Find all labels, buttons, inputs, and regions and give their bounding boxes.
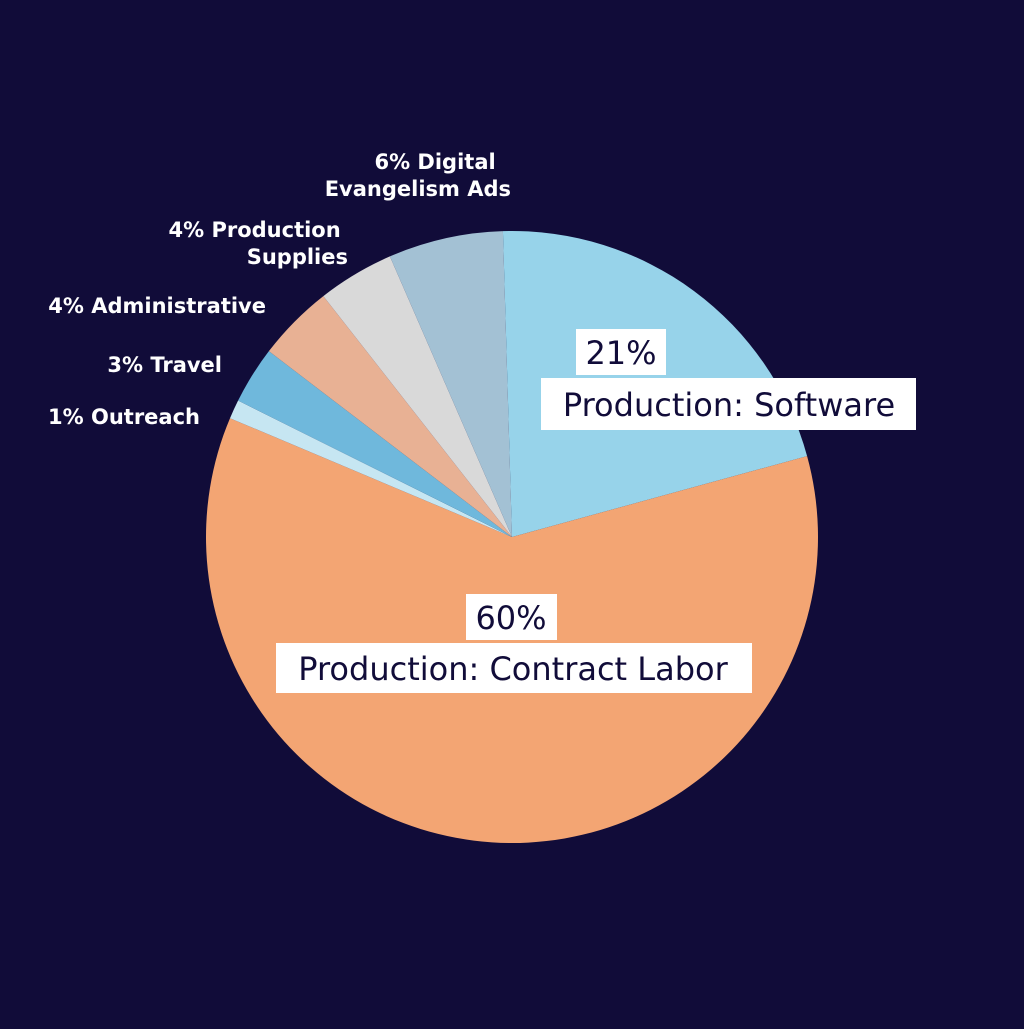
slice-label-digital-evangelism-ads: 6% Digital Evangelism Ads — [325, 150, 511, 201]
pie-slice-administrative — [268, 296, 512, 537]
pie-slice-outreach — [230, 400, 512, 537]
slice-label-contract-labor-percent-box — [466, 594, 557, 640]
pie-slices — [205, 230, 818, 844]
slice-label-contract-labor: 60% Production: Contract Labor — [276, 594, 752, 693]
slice-label-outreach-line: 1% Outreach — [48, 405, 200, 429]
slice-label-production-supplies-line-1: 4% Production — [169, 218, 341, 242]
slice-label-digital-evangelism-ads-line-2: Evangelism Ads — [325, 177, 511, 201]
outer-labels: 1% Outreach 3% Travel 4% Administrative … — [48, 150, 511, 429]
slice-label-software-name: Production: Software — [563, 386, 895, 424]
slice-label-outreach: 1% Outreach — [48, 405, 200, 429]
slice-label-software: 21% Production: Software — [541, 329, 916, 430]
slice-label-software-percent-box — [576, 329, 666, 375]
inner-labels: 21% Production: Software 60% Production:… — [276, 329, 916, 693]
slice-label-contract-labor-name: Production: Contract Labor — [298, 650, 728, 688]
pie-slice-digital-evangelism-ads — [389, 231, 512, 537]
pie-slice-travel — [238, 351, 513, 537]
slice-label-contract-labor-name-box — [276, 643, 752, 693]
slice-label-administrative-line: 4% Administrative — [48, 294, 266, 318]
pie-slice-production-supplies — [323, 256, 512, 537]
slice-label-production-supplies-line-2: Supplies — [247, 245, 348, 269]
slice-label-software-percent: 21% — [585, 334, 656, 372]
slice-label-software-name-box — [541, 378, 916, 430]
slice-label-travel-line: 3% Travel — [107, 353, 222, 377]
slice-label-travel: 3% Travel — [107, 353, 222, 377]
slice-label-production-supplies: 4% Production Supplies — [169, 218, 349, 269]
slice-label-administrative: 4% Administrative — [48, 294, 266, 318]
slice-label-contract-labor-percent: 60% — [475, 599, 546, 637]
slice-label-digital-evangelism-ads-line-1: 6% Digital — [374, 150, 495, 174]
